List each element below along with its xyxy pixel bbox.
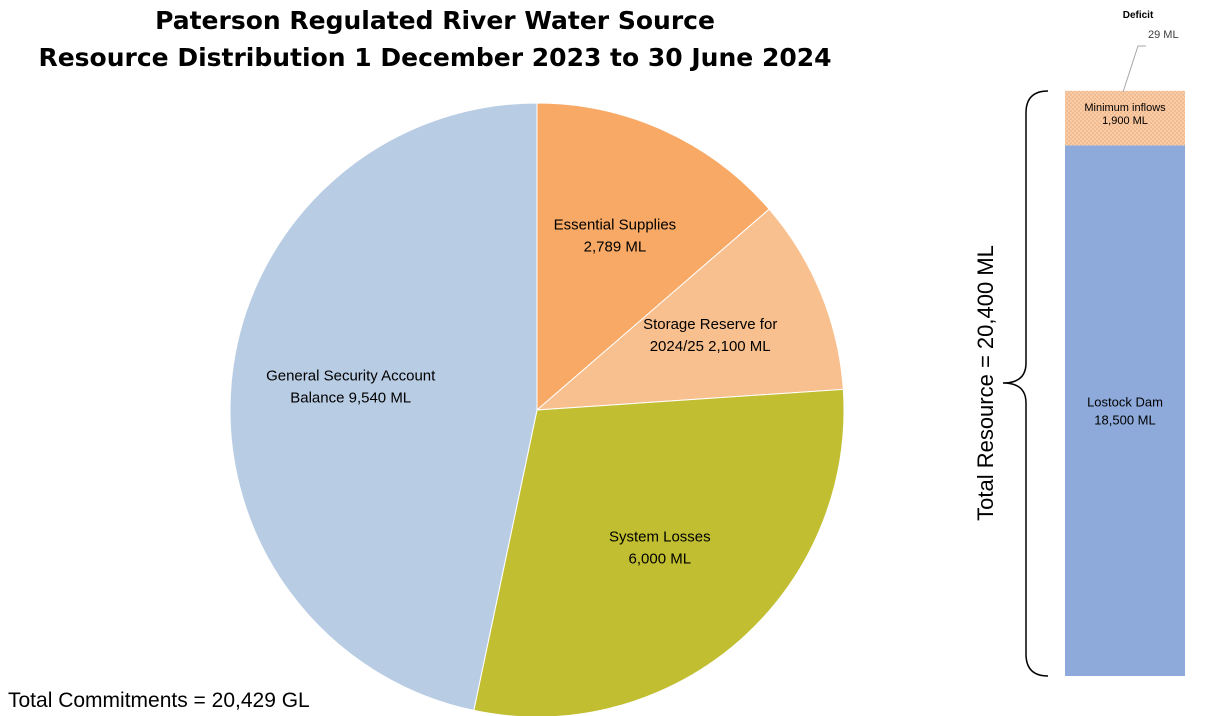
- pie-label-line: 2,789 ML: [584, 239, 647, 256]
- total-resource-brace: Total Resource = 20,400 ML: [973, 90, 1049, 677]
- pie-label-system-losses: System Losses 6,000 ML: [609, 528, 711, 567]
- total-resource-label: Total Resource =: [973, 349, 998, 521]
- pie-slice-general-security-account-balance: [229, 102, 538, 712]
- bar-label-lostock-dam: Lostock Dam 18,500 ML: [1087, 394, 1163, 427]
- pie-label-line: 6,000 ML: [629, 550, 692, 567]
- chart-title-line-2: Resource Distribution 1 December 2023 to…: [38, 43, 832, 72]
- pie-label-storage-reserve-for-2024-25: Storage Reserve for 2024/25 2,100 ML: [643, 316, 777, 355]
- bar-label-line: 1,900 ML: [1102, 115, 1148, 127]
- chart-title-line-1: Paterson Regulated River Water Source: [155, 6, 715, 35]
- curly-brace: [1002, 90, 1049, 677]
- total-commitments-value: 20,429 GL: [211, 689, 310, 712]
- pie-label-line: System Losses: [609, 528, 711, 545]
- pie-label-line: 2024/25 2,100 ML: [650, 338, 771, 355]
- bar-label-deficit-value: 29 ML: [1148, 29, 1179, 41]
- bar-label-line: Lostock Dam: [1087, 394, 1163, 409]
- pie-label-general-security-account-balance: General Security Account Balance 9,540 ML: [266, 368, 436, 407]
- total-resource-value: 20,400 ML: [973, 245, 998, 349]
- stacked-bar-chart: Lostock Dam 18,500 ML Minimum inflows 1,900…: [1065, 10, 1185, 676]
- bar-label-deficit-name: Deficit: [1123, 10, 1154, 21]
- pie-label-line: Essential Supplies: [554, 217, 677, 234]
- pie-chart: Essential Supplies 2,789 ML Storage Reserv…: [229, 102, 845, 716]
- chart-title: Paterson Regulated River Water Source Re…: [0, 2, 870, 76]
- pie-label-line: Balance 9,540 ML: [290, 390, 411, 407]
- bar-segment-minimum-inflows: [1065, 90, 1185, 146]
- bar-label-minimum-inflows: Minimum inflows 1,900 ML: [1084, 102, 1166, 127]
- total-resource: Total Resource = 20,400 ML: [973, 245, 998, 521]
- bar-label-line: Minimum inflows: [1084, 102, 1166, 114]
- bar-segment-lostock-dam: [1065, 145, 1185, 676]
- total-commitments: Total Commitments = 20,429 GL: [8, 688, 310, 714]
- pie-slice-essential-supplies: [536, 102, 770, 412]
- total-commitments-label: Total Commitments =: [8, 689, 206, 712]
- deficit-leader-line: [1122, 45, 1146, 93]
- pie-label-line: General Security Account: [266, 368, 436, 385]
- pie-slice-storage-reserve-for-2024-25: [535, 208, 844, 411]
- bar-label-line: 18,500 ML: [1094, 412, 1155, 427]
- pie-label-essential-supplies: Essential Supplies 2,789 ML: [554, 217, 677, 256]
- pie-label-line: Storage Reserve for: [643, 316, 777, 333]
- pie-slice-system-losses: [473, 388, 845, 716]
